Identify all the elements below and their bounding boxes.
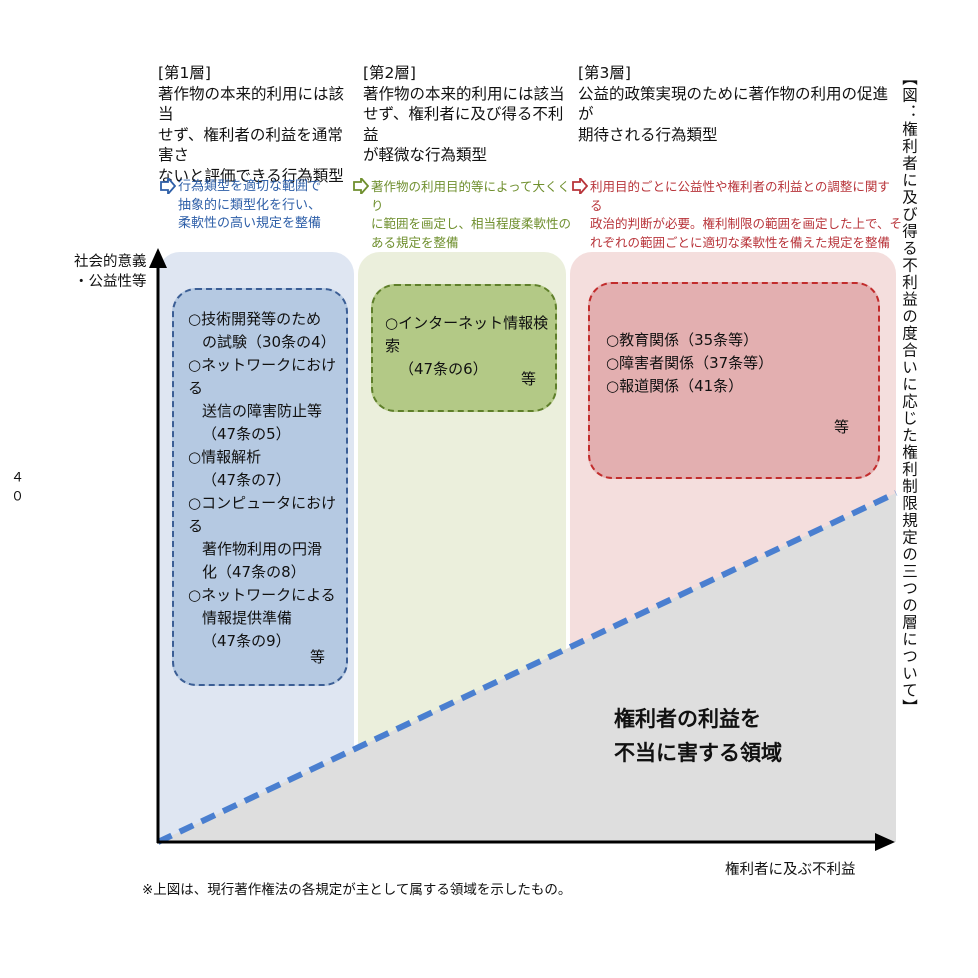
list-item: ○報道関係（41条） (606, 377, 744, 395)
layer3-note: 利用目的ごとに公益性や権利者の利益との調整に関する 政治的判断が必要。権利制限の… (572, 178, 902, 252)
list-item: ○技術開発等のため の試験（30条の4） (188, 310, 336, 351)
footnote: ※上図は、現行著作権法の各規定が主として属する領域を示したもの。 (142, 882, 572, 898)
harm-region-label: 権利者の利益を 不当に害する領域 (614, 702, 782, 770)
layer1-heading-line: せず、権利者の利益を通常害さ (158, 125, 343, 165)
right-arrow-icon (572, 178, 588, 194)
layer1-note-line: 柔軟性の高い規定を整備 (178, 216, 322, 231)
list-item: ○教育関係（35条等） (606, 331, 759, 349)
layer3-etc: 等 (834, 418, 850, 436)
layer2-note-line: ある規定を整備 (371, 234, 459, 250)
y-axis-label-line: ・公益性等 (74, 274, 147, 290)
figure-title: 【図：権利者に及び得る不利益の度合いに応じた権利制限規定の三つの層について】 (900, 70, 918, 716)
layer2-heading: [第2層] 著作物の本来的利用には該当 せず、権利者に及び得る不利益 が軽微な行… (363, 63, 575, 166)
layer2-heading-line: が軽微な行為類型 (363, 146, 488, 164)
layer3-note-line: れぞれの範囲ごとに適切な柔軟性を備えた規定を整備 (590, 234, 891, 250)
harm-region-label-line: 不当に害する領域 (614, 741, 782, 765)
layer2-box: ○インターネット情報検索 （47条の6） 等 (371, 284, 557, 412)
y-axis-label-line: 社会的意義 (74, 254, 147, 270)
layer2-etc: 等 (521, 370, 537, 388)
layer1-note: 行為類型を適切な範囲で 抽象的に類型化を行い、 柔軟性の高い規定を整備 (160, 178, 360, 234)
y-axis-arrowhead (149, 248, 167, 268)
y-axis-label: 社会的意義 ・公益性等 (74, 252, 147, 292)
layer1-etc: 等 (310, 648, 326, 666)
layer3-heading: [第3層] 公益的政策実現のために著作物の利用の促進が 期待される行為類型 (578, 63, 898, 145)
layer1-box: ○技術開発等のため の試験（30条の4） ○ネットワークにおける 送信の障害防止… (172, 288, 348, 686)
right-arrow-icon (160, 178, 176, 194)
layer2-note-line: 著作物の利用目的等によって大くくり (371, 179, 571, 213)
harm-region-label-line: 権利者の利益を (614, 707, 761, 731)
list-item: ○ネットワークによる 情報提供準備 （47条の9） (188, 586, 336, 650)
list-item: ○情報解析 （47条の7） (188, 448, 291, 489)
layer1-tag: [第1層] (158, 64, 211, 82)
layer3-tag: [第3層] (578, 64, 631, 82)
layer3-note-line: 利用目的ごとに公益性や権利者の利益との調整に関する (590, 179, 890, 213)
layer3-box: ○教育関係（35条等） ○障害者関係（37条等） ○報道関係（41条） 等 (588, 282, 880, 479)
layer2-tag: [第2層] (363, 64, 416, 82)
list-item: ○インターネット情報検索 （47条の6） (385, 314, 549, 378)
layer1-note-line: 抽象的に類型化を行い、 (178, 197, 322, 213)
layer1-note-line: 行為類型を適切な範囲で (178, 179, 322, 194)
x-axis-arrowhead (875, 833, 895, 851)
x-axis-label: 権利者に及ぶ不利益 (725, 862, 856, 878)
layer1-heading-line: ないと評価できる行為類型 (158, 166, 344, 185)
list-item: ○ネットワークにおける 送信の障害防止等 （47条の5） (188, 356, 337, 443)
layer3-heading-line: 期待される行為類型 (578, 125, 718, 144)
page-number: ４０ (8, 470, 23, 508)
boundary-line (156, 490, 898, 845)
layer2-heading-line: せず、権利者に及び得る不利益 (363, 105, 564, 144)
list-item: ○障害者関係（37条等） (606, 354, 774, 372)
layer2-heading-line: 著作物の本来的利用には該当 (363, 84, 565, 103)
layer2-note-line: に範囲を画定し、相当程度柔軟性の (371, 216, 572, 231)
layer2-note: 著作物の利用目的等によって大くくり に範囲を画定し、相当程度柔軟性の ある規定を… (353, 178, 573, 252)
layer3-note-line: 政治的判断が必要。権利制限の範囲を画定した上で、そ (590, 216, 903, 231)
layer3-heading-line: 公益的政策実現のために著作物の利用の促進が (578, 84, 889, 124)
right-arrow-icon (353, 178, 369, 194)
layer1-heading: [第1層] 著作物の本来的利用には該当 せず、権利者の利益を通常害さ ないと評価… (158, 63, 358, 186)
layer1-heading-line: 著作物の本来的利用には該当 (158, 84, 345, 124)
list-item: ○コンピュータにおける 著作物利用の円滑 化（47条の8） (188, 494, 337, 581)
